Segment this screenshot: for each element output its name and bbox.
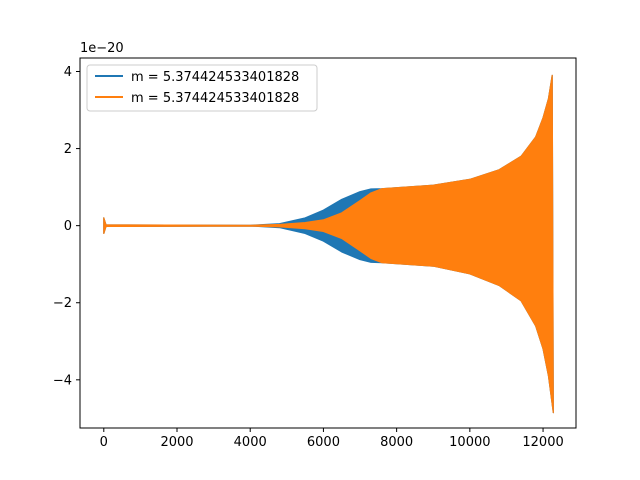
legend: m = 5.374424533401828 m = 5.3744245334018…	[86, 64, 318, 112]
x-tick-label: 10000	[449, 435, 490, 450]
x-tick-label: 12000	[522, 435, 563, 450]
x-tick-label: 0	[100, 435, 108, 450]
legend-label-2: m = 5.374424533401828	[131, 91, 299, 106]
y-tick-label: 4	[64, 65, 72, 80]
series-layer	[103, 74, 554, 414]
y-tick-label: 0	[64, 219, 72, 234]
x-axis: 0 2000 4000 6000 8000 10000 12000	[100, 428, 564, 450]
legend-label-1: m = 5.374424533401828	[131, 70, 299, 85]
x-tick-label: 6000	[307, 435, 340, 450]
y-axis: −4 −2 0 2 4	[53, 65, 80, 388]
legend-box	[86, 64, 318, 112]
series-2-band	[103, 74, 554, 414]
x-tick-label: 2000	[160, 435, 193, 450]
y-tick-label: −2	[53, 296, 72, 311]
y-tick-label: 2	[64, 142, 72, 157]
x-tick-label: 4000	[234, 435, 267, 450]
x-tick-label: 8000	[380, 435, 413, 450]
plot-frame	[79, 57, 577, 429]
y-offset-label: 1e−20	[80, 41, 124, 56]
y-tick-label: −4	[53, 373, 72, 388]
